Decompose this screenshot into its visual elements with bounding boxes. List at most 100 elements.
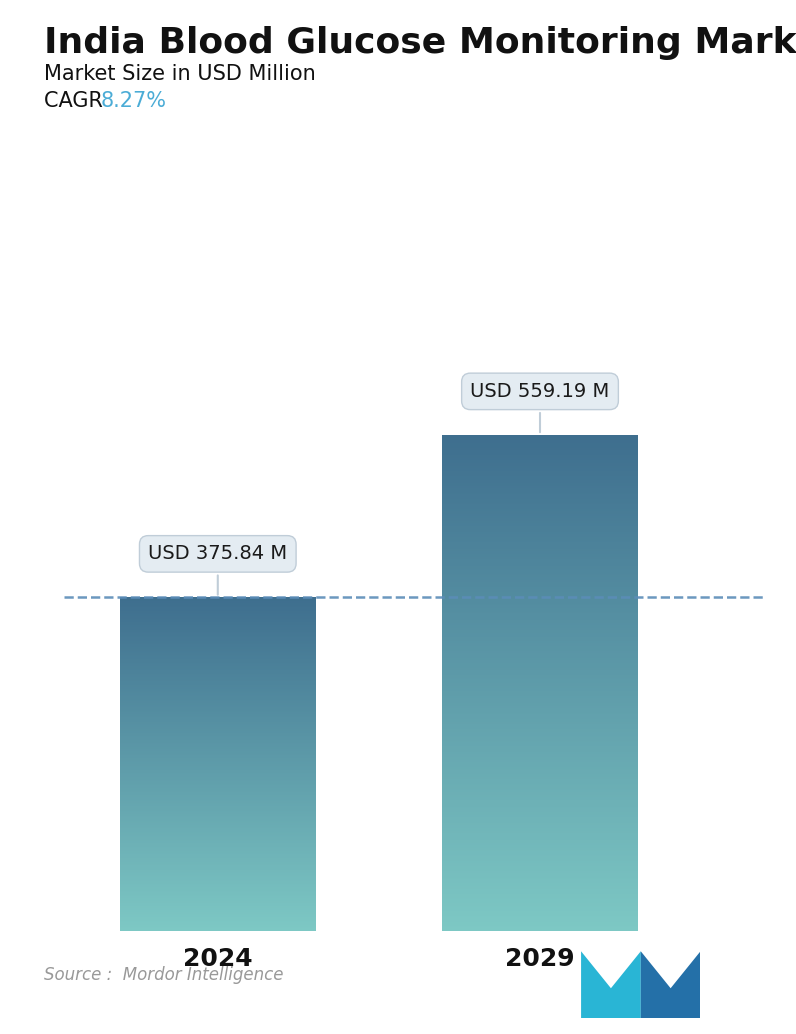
Bar [119,733,316,734]
Bar [119,687,316,688]
Bar [119,868,316,869]
Bar [119,755,316,756]
Bar [119,783,316,784]
Bar [442,818,638,820]
Bar [119,907,316,909]
Bar [119,751,316,752]
Bar [442,544,638,546]
Bar [442,555,638,557]
Bar [442,727,638,729]
Bar [119,644,316,645]
Bar [442,501,638,503]
Bar [442,674,638,676]
Bar [442,883,638,884]
Bar [442,706,638,707]
Bar [442,551,638,552]
Bar [119,651,316,653]
Bar [442,765,638,767]
Bar [119,660,316,661]
Bar [442,929,638,931]
Bar [442,858,638,859]
Bar [119,756,316,757]
Bar [442,668,638,670]
Bar [442,621,638,624]
Bar [119,633,316,634]
Bar [442,807,638,809]
Bar [442,452,638,453]
Bar [119,773,316,774]
Bar [442,560,638,562]
Bar [119,763,316,764]
Bar [442,510,638,511]
Bar [119,816,316,817]
Text: Market Size in USD Million: Market Size in USD Million [44,64,315,84]
Bar [119,843,316,844]
Bar [119,838,316,839]
Bar [119,750,316,751]
Bar [442,688,638,690]
Bar [119,782,316,783]
Bar [119,909,316,910]
Bar [442,853,638,855]
Bar [119,601,316,602]
Bar [119,770,316,771]
Bar [442,820,638,822]
Bar [442,889,638,891]
Bar [442,743,638,746]
Bar [119,746,316,747]
Bar [119,704,316,705]
Bar [442,455,638,456]
Bar [119,810,316,811]
Bar [442,776,638,777]
Bar [442,665,638,666]
Bar [442,859,638,861]
Bar [442,892,638,894]
Bar [442,575,638,577]
Bar [119,822,316,823]
Bar [442,460,638,461]
Bar [442,450,638,452]
Bar [119,616,316,617]
Bar [119,812,316,813]
Bar [442,591,638,594]
Bar [442,759,638,760]
Bar [442,833,638,834]
Bar [119,617,316,618]
Bar [119,837,316,838]
Bar [119,655,316,656]
Bar [442,543,638,544]
Bar [442,618,638,620]
Bar [119,919,316,920]
Bar [119,904,316,905]
Bar [119,603,316,604]
Bar [442,781,638,782]
Bar [119,681,316,683]
Bar [442,663,638,665]
Bar [442,538,638,539]
Bar [119,646,316,647]
Bar [119,864,316,865]
Bar [442,777,638,779]
Bar [119,789,316,790]
Bar [442,693,638,695]
Bar [442,817,638,818]
Bar [119,866,316,868]
Bar [442,442,638,444]
Bar [442,645,638,646]
Bar [442,695,638,696]
Bar [119,899,316,900]
Bar [442,497,638,499]
Bar [442,752,638,754]
Bar [442,594,638,596]
Bar [119,707,316,708]
Bar [442,541,638,543]
Bar [442,453,638,455]
Bar [119,653,316,655]
Bar [119,760,316,761]
Bar [442,480,638,481]
Bar [119,641,316,642]
Bar [442,572,638,574]
Bar [119,872,316,873]
Bar [442,703,638,704]
Bar [119,898,316,899]
